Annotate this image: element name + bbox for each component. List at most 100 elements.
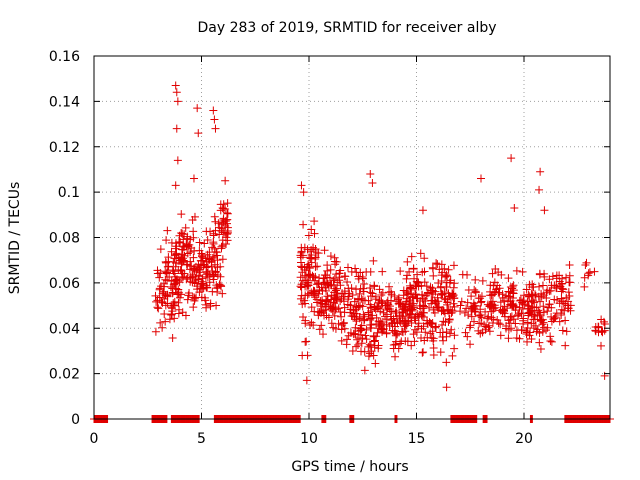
data-point bbox=[524, 302, 533, 311]
data-point bbox=[416, 249, 425, 258]
data-point bbox=[326, 265, 335, 274]
x-tick-label: 10 bbox=[300, 431, 318, 447]
data-point bbox=[564, 288, 573, 297]
data-point bbox=[538, 327, 547, 336]
data-point bbox=[177, 266, 186, 275]
data-point bbox=[439, 307, 448, 316]
data-point bbox=[528, 280, 537, 289]
data-point bbox=[190, 212, 199, 221]
data-point bbox=[315, 325, 324, 334]
data-point bbox=[321, 280, 330, 289]
data-point bbox=[181, 223, 190, 232]
data-point bbox=[372, 313, 381, 322]
data-point bbox=[531, 315, 540, 324]
data-point bbox=[515, 303, 524, 312]
data-point bbox=[405, 267, 414, 276]
data-point bbox=[178, 308, 187, 317]
data-point bbox=[485, 327, 494, 336]
data-point bbox=[355, 289, 364, 298]
data-point bbox=[327, 319, 336, 328]
data-point bbox=[296, 294, 305, 303]
data-point bbox=[413, 279, 422, 288]
data-point bbox=[457, 297, 466, 306]
data-point bbox=[223, 236, 232, 245]
data-point bbox=[318, 286, 327, 295]
data-point bbox=[531, 321, 540, 330]
data-point bbox=[163, 276, 172, 285]
data-point bbox=[374, 317, 383, 326]
data-point bbox=[177, 290, 186, 299]
data-point bbox=[512, 266, 521, 275]
data-point bbox=[502, 322, 511, 331]
data-point bbox=[323, 261, 332, 270]
data-point bbox=[352, 285, 361, 294]
data-point bbox=[517, 309, 526, 318]
data-point bbox=[413, 270, 422, 279]
data-point bbox=[317, 321, 326, 330]
data-point bbox=[162, 236, 171, 245]
x-tick-label: 5 bbox=[197, 431, 206, 447]
chart-title: Day 283 of 2019, SRMTID for receiver alb… bbox=[197, 20, 496, 36]
data-point bbox=[366, 341, 375, 350]
data-point bbox=[175, 293, 184, 302]
data-point bbox=[337, 312, 346, 321]
data-point bbox=[557, 305, 566, 314]
data-point bbox=[543, 307, 552, 316]
data-point bbox=[338, 321, 347, 330]
data-point bbox=[463, 270, 472, 279]
data-point bbox=[470, 317, 479, 326]
data-point bbox=[374, 344, 383, 353]
y-tick-label: 0.1 bbox=[58, 185, 80, 201]
data-point bbox=[509, 289, 518, 298]
data-point bbox=[401, 300, 410, 309]
data-point bbox=[596, 341, 605, 350]
data-point bbox=[558, 326, 567, 335]
data-point bbox=[429, 336, 438, 345]
data-point bbox=[447, 325, 456, 334]
data-point bbox=[355, 312, 364, 321]
data-point bbox=[304, 281, 313, 290]
data-point bbox=[351, 264, 360, 273]
data-point bbox=[547, 337, 556, 346]
data-point bbox=[178, 250, 187, 259]
data-point bbox=[398, 328, 407, 337]
data-point bbox=[535, 328, 544, 337]
data-point bbox=[500, 296, 509, 305]
data-point bbox=[464, 286, 473, 295]
data-point bbox=[368, 311, 377, 320]
data-point bbox=[536, 297, 545, 306]
data-point bbox=[421, 328, 430, 337]
data-point bbox=[322, 302, 331, 311]
data-point bbox=[333, 278, 342, 287]
data-point bbox=[478, 328, 487, 337]
data-point bbox=[305, 262, 314, 271]
data-point bbox=[304, 231, 313, 240]
data-point bbox=[362, 335, 371, 344]
data-point bbox=[205, 278, 214, 287]
data-point bbox=[316, 308, 325, 317]
data-point bbox=[151, 291, 160, 300]
data-point bbox=[435, 265, 444, 274]
data-point bbox=[314, 249, 323, 258]
data-point bbox=[320, 271, 329, 280]
data-point bbox=[368, 179, 377, 188]
data-point bbox=[299, 220, 308, 229]
data-point bbox=[331, 293, 340, 302]
data-point bbox=[396, 267, 405, 276]
data-point bbox=[343, 335, 352, 344]
data-point bbox=[404, 317, 413, 326]
data-point bbox=[388, 326, 397, 335]
data-point bbox=[491, 303, 500, 312]
data-point bbox=[368, 289, 377, 298]
data-point bbox=[390, 328, 399, 337]
data-point bbox=[200, 293, 209, 302]
data-point bbox=[183, 232, 192, 241]
data-point bbox=[428, 263, 437, 272]
data-point bbox=[167, 247, 176, 256]
data-point bbox=[358, 334, 367, 343]
data-point bbox=[429, 351, 438, 360]
data-point bbox=[539, 281, 548, 290]
data-point bbox=[581, 261, 590, 270]
data-point bbox=[310, 217, 319, 226]
